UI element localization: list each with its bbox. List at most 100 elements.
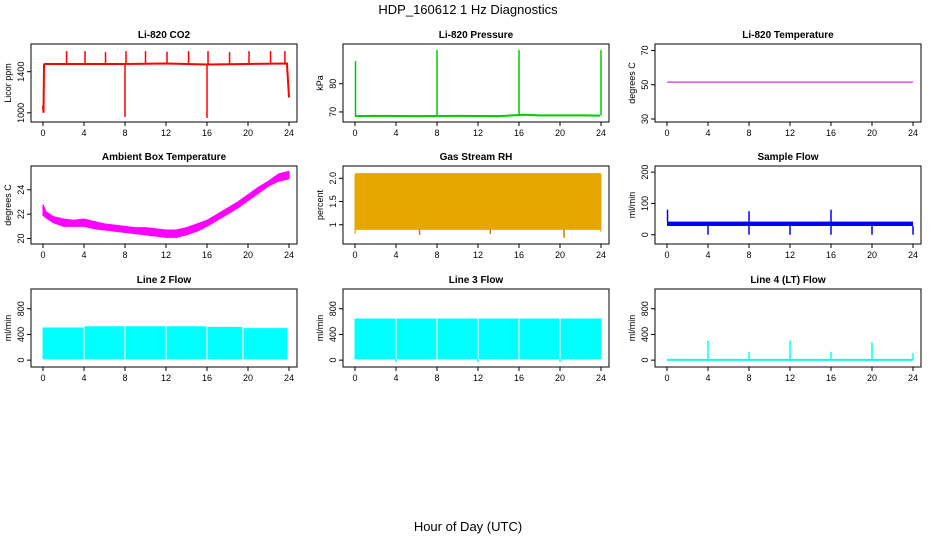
x-tick-label: 16 bbox=[826, 373, 836, 383]
x-tick-label: 16 bbox=[514, 250, 524, 260]
panel-title: Ambient Box Temperature bbox=[102, 152, 227, 163]
x-tick-label: 24 bbox=[596, 250, 606, 260]
x-tick-label: 0 bbox=[664, 250, 669, 260]
y-tick-label: 1.5 bbox=[328, 195, 338, 208]
panel-1: Li-820 Pressure kPa 0 4 8 12 16 20 24 70 80 bbox=[315, 30, 610, 138]
y-tick-label: 22 bbox=[16, 209, 26, 219]
y-axis-label: degrees C bbox=[3, 184, 13, 226]
figure-xlabel: Hour of Day (UTC) bbox=[414, 519, 522, 534]
x-tick-label: 0 bbox=[352, 128, 357, 138]
x-tick-label: 24 bbox=[596, 128, 606, 138]
x-tick-label: 24 bbox=[284, 250, 294, 260]
x-tick-label: 8 bbox=[746, 128, 751, 138]
x-tick-label: 12 bbox=[161, 373, 171, 383]
panel-title: Gas Stream RH bbox=[440, 152, 513, 163]
panel-3: Ambient Box Temperature degrees C 0 4 8 12 16 2… bbox=[3, 152, 298, 260]
x-tick-label: 8 bbox=[746, 373, 751, 383]
x-tick-label: 8 bbox=[434, 128, 439, 138]
x-tick-label: 0 bbox=[352, 373, 357, 383]
y-tick-label: 0 bbox=[640, 232, 650, 237]
y-tick-label: 800 bbox=[16, 301, 26, 316]
x-tick-label: 8 bbox=[122, 128, 127, 138]
x-tick-label: 20 bbox=[867, 373, 877, 383]
panel-2: Li-820 Temperature degrees C 0 4 8 12 16 20 24 30… bbox=[627, 30, 922, 138]
x-tick-label: 16 bbox=[202, 250, 212, 260]
y-tick-label: 50 bbox=[640, 80, 650, 90]
x-tick-label: 0 bbox=[40, 250, 45, 260]
x-tick-label: 4 bbox=[81, 373, 86, 383]
series-band bbox=[42, 170, 290, 238]
x-tick-label: 0 bbox=[664, 128, 669, 138]
y-tick-label: 30 bbox=[640, 114, 650, 124]
y-tick-label: 0 bbox=[640, 358, 650, 363]
x-tick-label: 4 bbox=[705, 128, 710, 138]
x-tick-label: 12 bbox=[785, 250, 795, 260]
x-tick-label: 0 bbox=[352, 250, 357, 260]
x-tick-label: 4 bbox=[393, 373, 398, 383]
series-band bbox=[42, 326, 288, 360]
x-tick-label: 12 bbox=[785, 128, 795, 138]
x-tick-label: 20 bbox=[555, 128, 565, 138]
x-tick-label: 24 bbox=[284, 128, 294, 138]
y-tick-label: 0 bbox=[16, 358, 26, 363]
y-axis-label: ml/min bbox=[627, 315, 637, 342]
x-tick-label: 8 bbox=[122, 373, 127, 383]
x-tick-label: 12 bbox=[473, 128, 483, 138]
panel-title: Line 4 (LT) Flow bbox=[750, 275, 826, 286]
y-tick-label: 200 bbox=[640, 165, 650, 180]
panel-title: Li-820 CO2 bbox=[138, 30, 191, 41]
panel-8: Line 4 (LT) Flow ml/min 0 4 8 12 16 20 24 0 400 800 bbox=[627, 275, 922, 383]
y-axis-label: ml/min bbox=[3, 315, 13, 342]
panel-5: Sample Flow ml/min 0 4 8 12 16 20 24 0 100 200 bbox=[627, 152, 922, 260]
plot-frame bbox=[342, 43, 610, 123]
series-line bbox=[355, 113, 600, 118]
x-tick-label: 4 bbox=[705, 250, 710, 260]
panel-title: Li-820 Pressure bbox=[439, 30, 514, 41]
plot-frame bbox=[30, 288, 298, 368]
y-tick-label: 1 bbox=[328, 222, 338, 227]
y-axis-label: kPa bbox=[315, 75, 325, 91]
y-axis-label: ml/min bbox=[315, 315, 325, 342]
x-tick-label: 8 bbox=[746, 250, 751, 260]
plot-frame bbox=[30, 165, 298, 245]
x-tick-label: 4 bbox=[81, 250, 86, 260]
x-tick-label: 24 bbox=[908, 250, 918, 260]
y-tick-label: 400 bbox=[16, 327, 26, 342]
x-tick-label: 24 bbox=[284, 373, 294, 383]
figure-title: HDP_160612 1 Hz Diagnostics bbox=[378, 2, 558, 17]
x-tick-label: 8 bbox=[434, 373, 439, 383]
x-tick-label: 24 bbox=[908, 128, 918, 138]
y-tick-label: 800 bbox=[328, 301, 338, 316]
y-axis-label: degrees C bbox=[627, 62, 637, 104]
y-tick-label: 2.0 bbox=[328, 172, 338, 185]
y-tick-label: 100 bbox=[640, 196, 650, 211]
y-axis-label: percent bbox=[315, 189, 325, 220]
x-tick-label: 24 bbox=[596, 373, 606, 383]
panel-6: Line 2 Flow ml/min 0 4 8 12 16 20 24 0 400 800 bbox=[3, 275, 298, 383]
y-tick-label: 70 bbox=[640, 45, 650, 55]
plot-frame bbox=[654, 43, 922, 123]
panel-4: Gas Stream RH percent 0 4 8 12 16 20 24 1 1.5 2.0 bbox=[315, 152, 610, 260]
y-tick-label: 0 bbox=[328, 358, 338, 363]
panel-7: Line 3 Flow ml/min 0 4 8 12 16 20 24 0 400 800 bbox=[315, 275, 610, 383]
x-tick-label: 20 bbox=[555, 373, 565, 383]
panel-title: Li-820 Temperature bbox=[742, 30, 834, 41]
x-tick-label: 16 bbox=[202, 373, 212, 383]
y-tick-label: 70 bbox=[328, 107, 338, 117]
x-tick-label: 16 bbox=[202, 128, 212, 138]
y-tick-label: 80 bbox=[328, 79, 338, 89]
panel-title: Line 3 Flow bbox=[449, 275, 504, 286]
x-tick-label: 12 bbox=[473, 373, 483, 383]
x-tick-label: 4 bbox=[393, 128, 398, 138]
plot-frame bbox=[654, 165, 922, 245]
series-band bbox=[354, 173, 602, 235]
x-tick-label: 0 bbox=[664, 373, 669, 383]
x-tick-label: 20 bbox=[867, 128, 877, 138]
x-tick-label: 4 bbox=[81, 128, 86, 138]
panel-title: Line 2 Flow bbox=[137, 275, 192, 286]
x-tick-label: 16 bbox=[826, 250, 836, 260]
y-tick-label: 800 bbox=[640, 301, 650, 316]
y-tick-label: 400 bbox=[328, 327, 338, 342]
x-tick-label: 0 bbox=[40, 128, 45, 138]
x-tick-label: 20 bbox=[555, 250, 565, 260]
